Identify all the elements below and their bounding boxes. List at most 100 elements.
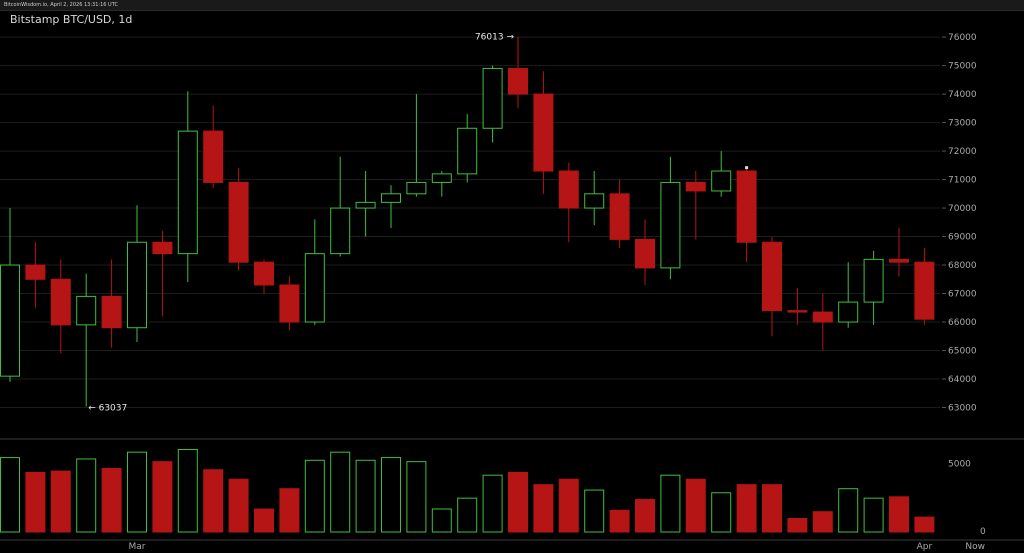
price-tick-label: 69000 <box>948 233 977 243</box>
volume-bar <box>558 478 579 533</box>
volume-bar <box>76 458 97 533</box>
volume-bar <box>152 461 173 533</box>
volume-bar <box>711 492 732 533</box>
volume-bar <box>381 457 401 533</box>
candle-body <box>254 261 274 286</box>
candle-body <box>279 284 300 323</box>
chart-title: Bitstamp BTC/USD, 1d <box>10 13 133 26</box>
volume-bar <box>660 474 681 533</box>
volume-bar <box>228 478 249 533</box>
volume-bar <box>25 471 46 533</box>
axes: 63000 64000 65000 66000 67000 68000 69000 70000… <box>129 33 986 552</box>
candle-body <box>609 193 630 240</box>
candle-body <box>177 130 198 255</box>
volume-bar <box>787 517 808 533</box>
candle-body <box>889 258 909 263</box>
volume-bar <box>254 508 274 533</box>
price-tick-label: 72000 <box>948 147 977 157</box>
volume-bar <box>482 474 503 533</box>
candle-body <box>228 181 249 263</box>
volume-bar <box>736 484 757 533</box>
price-tick-label: 63000 <box>948 404 977 414</box>
window-title-bar: BitcoinWisdom.io, April 2, 2026 13:31:16… <box>0 0 1024 11</box>
candle-body <box>431 173 452 183</box>
candle-body <box>787 310 808 313</box>
volume-bar <box>177 448 198 533</box>
price-tick-label: 67000 <box>948 290 977 300</box>
price-annotation: ← 63037 <box>88 403 127 413</box>
volume-bar <box>101 467 122 533</box>
candle-body <box>863 258 884 303</box>
candle-body <box>304 253 325 323</box>
time-tick-label: Now <box>965 542 985 552</box>
candle-body <box>355 201 376 209</box>
candle-body <box>203 130 224 183</box>
volume-bar <box>533 484 554 533</box>
volume-bar <box>304 459 325 533</box>
volume-bar <box>508 471 528 533</box>
price-tick-label: 74000 <box>948 90 977 100</box>
volume-bar <box>0 457 20 533</box>
candle-body <box>457 127 478 175</box>
volume-bar <box>50 470 71 533</box>
candle-body <box>584 193 605 209</box>
volume-bar <box>635 499 655 533</box>
price-annotation: 76013 → <box>475 33 514 43</box>
candle-body <box>152 241 173 255</box>
volume-bar <box>431 508 452 533</box>
volume-bar <box>609 509 630 533</box>
volume-bar <box>762 484 782 533</box>
candle-body <box>812 311 833 323</box>
candle-body <box>25 264 46 280</box>
price-tick-label: 75000 <box>948 62 977 72</box>
volume-bar <box>355 459 376 533</box>
volume-bar <box>127 451 147 533</box>
candle-body <box>406 181 427 195</box>
candle-body <box>127 241 147 329</box>
time-tick-label: Mar <box>129 542 146 552</box>
price-tick-label: 76000 <box>948 33 977 43</box>
volume-bar <box>863 497 884 533</box>
candle-body <box>381 193 401 203</box>
time-tick-label: Apr <box>917 542 933 552</box>
volume-bar <box>584 489 605 533</box>
candle-body <box>762 241 782 312</box>
candle-body <box>482 67 503 129</box>
candle-body <box>736 170 757 243</box>
grid <box>0 36 1024 541</box>
volume-bars <box>0 448 935 533</box>
volume-tick-label: 5000 <box>948 459 971 469</box>
volume-bar <box>279 488 300 533</box>
candle-body <box>838 301 859 323</box>
candle-body <box>101 295 122 329</box>
volume-bar <box>406 461 427 533</box>
candle-body <box>635 238 655 269</box>
price-tick-label: 70000 <box>948 204 977 214</box>
candle-body <box>330 207 351 255</box>
volume-bar <box>685 478 706 533</box>
price-tick-label: 66000 <box>948 318 977 328</box>
volume-bar <box>889 496 909 533</box>
candle-body <box>508 67 528 95</box>
candle-body <box>914 261 935 320</box>
candle-body <box>558 170 579 209</box>
volume-bar <box>330 451 351 533</box>
annotations: 76013 → ← 63037 <box>88 33 749 413</box>
price-tick-label: 64000 <box>948 375 977 385</box>
price-tick-label: 73000 <box>948 119 977 129</box>
candle-body <box>660 181 681 269</box>
candle-body <box>0 264 20 377</box>
candle-body <box>50 278 71 326</box>
volume-bar <box>457 497 478 533</box>
candle-body <box>533 93 554 172</box>
volume-tick-label: 0 <box>980 527 986 537</box>
price-marker <box>745 166 749 170</box>
window-title-text: BitcoinWisdom.io, April 2, 2026 13:31:16… <box>4 2 118 8</box>
volume-bar <box>812 511 833 533</box>
candle-body <box>711 170 732 192</box>
volume-bar <box>838 488 859 533</box>
candles[interactable] <box>0 36 935 407</box>
candle-body <box>76 295 97 326</box>
volume-bar <box>914 516 935 533</box>
